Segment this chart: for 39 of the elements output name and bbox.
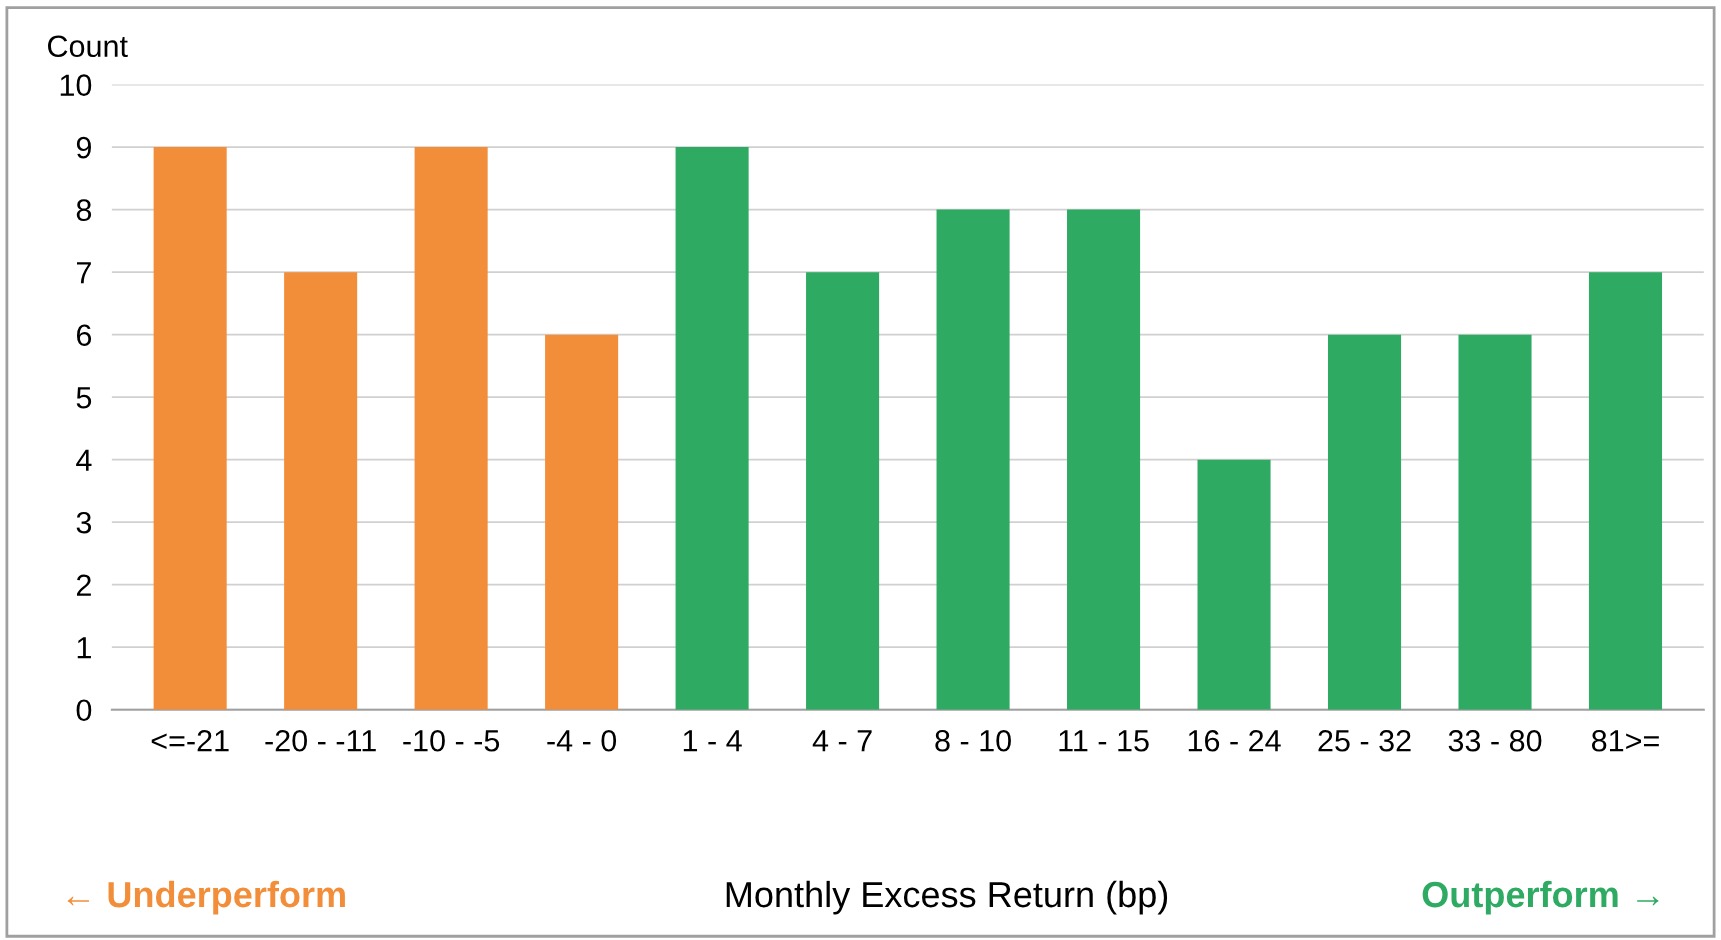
x-tick-label: -20 - -11 xyxy=(265,729,376,752)
bar xyxy=(1067,209,1141,710)
y-tick-label: 3 xyxy=(76,511,92,534)
bar xyxy=(1197,459,1271,710)
y-tick-label: 2 xyxy=(76,574,91,596)
x-tick-label: 81>= xyxy=(1591,729,1659,752)
y-tick-label: 4 xyxy=(76,449,92,471)
y-tick-label: 0 xyxy=(76,699,92,722)
y-axis-title: Count xyxy=(48,35,128,58)
bar xyxy=(1458,334,1532,710)
y-tick-label: 1 xyxy=(77,637,91,659)
bar xyxy=(675,147,749,710)
text: ← Underperform xyxy=(67,880,345,915)
bar xyxy=(284,272,358,710)
x-tick-label: 8 - 10 xyxy=(935,729,1011,752)
y-tick-label: 5 xyxy=(76,387,92,409)
bar xyxy=(1588,272,1663,710)
bar xyxy=(153,147,227,710)
bar xyxy=(1327,334,1402,710)
bar xyxy=(545,334,619,710)
y-tick-label: 8 xyxy=(76,199,92,221)
x-tick-label: 33 - 80 xyxy=(1448,729,1542,752)
y-tick-label: 10 xyxy=(60,74,92,96)
y-tick-label: 7 xyxy=(76,262,91,284)
y-tick-label: 6 xyxy=(76,324,92,347)
x-tick-label: -10 - -5 xyxy=(403,729,500,752)
x-tick-label: 1 - 4 xyxy=(683,730,742,752)
x-tick-label: 4 - 7 xyxy=(812,730,872,752)
text: Outperform → xyxy=(1422,880,1659,915)
x-tick-label: 16 - 24 xyxy=(1188,729,1281,752)
x-tick-label: -4 - 0 xyxy=(547,729,617,752)
bar xyxy=(414,147,488,710)
bar xyxy=(936,209,1010,710)
x-tick-label: <=-21 xyxy=(151,729,229,752)
x-tick-label: 25 - 32 xyxy=(1318,729,1411,752)
x-tick-label: 11 - 15 xyxy=(1059,730,1149,752)
bar xyxy=(806,272,880,710)
x-axis-title: Monthly Excess Return (bp) xyxy=(726,880,1168,915)
y-tick-label: 9 xyxy=(76,136,91,159)
